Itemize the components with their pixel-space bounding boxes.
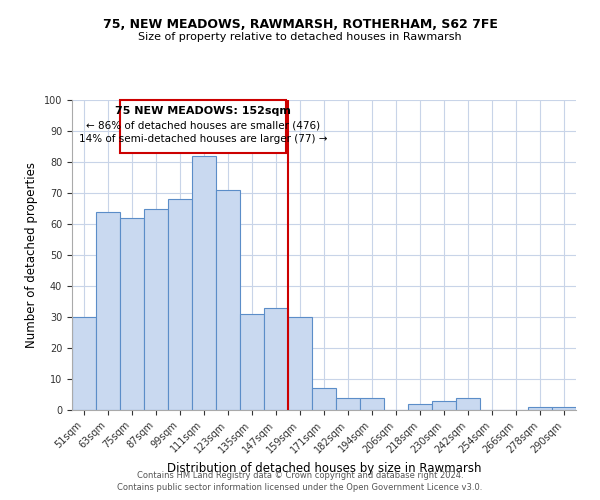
Bar (528, 407, 552, 410)
Bar (120, 218, 144, 410)
Text: ← 86% of detached houses are smaller (476): ← 86% of detached houses are smaller (47… (86, 120, 320, 130)
Bar (552, 407, 576, 410)
X-axis label: Distribution of detached houses by size in Rawmarsh: Distribution of detached houses by size … (167, 462, 481, 474)
Text: Contains public sector information licensed under the Open Government Licence v3: Contains public sector information licen… (118, 484, 482, 492)
Bar (216, 190, 240, 410)
Bar (96, 212, 120, 410)
FancyBboxPatch shape (120, 100, 286, 152)
Text: Contains HM Land Registry data © Crown copyright and database right 2024.: Contains HM Land Registry data © Crown c… (137, 471, 463, 480)
Bar (432, 400, 456, 410)
Text: 14% of semi-detached houses are larger (77) →: 14% of semi-detached houses are larger (… (79, 134, 327, 144)
Bar (408, 404, 432, 410)
Bar (192, 156, 216, 410)
Text: 75, NEW MEADOWS, RAWMARSH, ROTHERHAM, S62 7FE: 75, NEW MEADOWS, RAWMARSH, ROTHERHAM, S6… (103, 18, 497, 30)
Bar (360, 398, 384, 410)
Text: 75 NEW MEADOWS: 152sqm: 75 NEW MEADOWS: 152sqm (115, 106, 291, 116)
Bar (312, 388, 336, 410)
Bar (288, 317, 312, 410)
Bar (168, 199, 192, 410)
Text: Size of property relative to detached houses in Rawmarsh: Size of property relative to detached ho… (138, 32, 462, 42)
Bar (336, 398, 360, 410)
Bar (144, 208, 168, 410)
Y-axis label: Number of detached properties: Number of detached properties (25, 162, 38, 348)
Bar (264, 308, 288, 410)
Bar (456, 398, 480, 410)
Bar (240, 314, 264, 410)
Bar (72, 317, 96, 410)
